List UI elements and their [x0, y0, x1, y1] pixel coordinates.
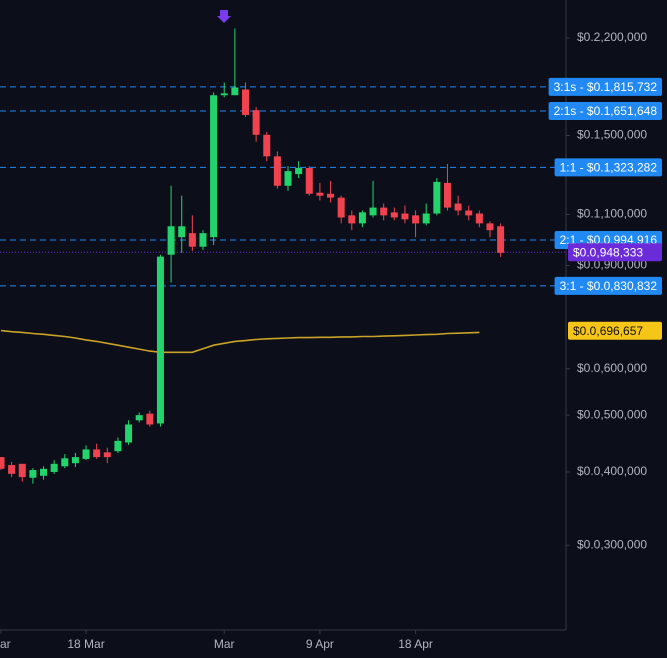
candle-body	[380, 207, 388, 216]
candle-body	[50, 463, 58, 472]
candle-body	[337, 197, 345, 218]
candle-body	[0, 457, 5, 469]
candle-body	[486, 223, 494, 231]
candle-body	[358, 212, 366, 224]
current-price-label-text: $0.0,948,333	[573, 245, 643, 259]
x-tick-label: ar	[0, 637, 11, 651]
candle-body	[316, 192, 324, 196]
level-label-text: 1:1 - $0.1,323,282	[560, 161, 658, 175]
candle-body	[61, 458, 69, 467]
candle-body	[475, 213, 483, 224]
current-price-label: $0.0,948,333	[568, 243, 662, 262]
moving-average-label-box	[568, 321, 662, 340]
candle-body	[327, 193, 335, 198]
y-tick-label: $0.0,300,000	[577, 537, 647, 551]
level-label-text: 3:1s - $0.1,815,732	[554, 80, 658, 94]
moving-average-line	[0, 329, 480, 354]
level-label: 3:1s - $0.1,815,732	[548, 77, 662, 96]
candle-body	[103, 452, 111, 458]
x-tick-label: Mar	[214, 637, 235, 651]
candle-body	[252, 110, 260, 135]
moving-average-label-text: $0.0,696,657	[573, 324, 643, 338]
candle-body	[167, 226, 175, 255]
candle-body	[390, 212, 398, 218]
y-tick-label: $0.1,500,000	[577, 128, 647, 142]
candle-body	[263, 134, 271, 157]
candle-body	[401, 213, 409, 220]
level-label-text: 3:1 - $0.0,830,832	[560, 279, 658, 293]
candle-body	[231, 87, 239, 96]
candle-body	[369, 207, 377, 216]
candle-body	[199, 233, 207, 247]
candle-body	[241, 89, 249, 115]
current-price-label-box	[568, 243, 662, 262]
candle-body	[443, 182, 451, 208]
candle-body	[188, 233, 196, 247]
candle-body	[114, 440, 122, 452]
candle-body	[146, 413, 154, 425]
candle-body	[29, 470, 37, 478]
candle-body	[210, 95, 218, 238]
y-tick-label: $0.0,400,000	[577, 464, 647, 478]
level-label: 1:1 - $0.1,323,282	[554, 158, 662, 177]
candle-body	[220, 93, 228, 96]
candle-body	[135, 415, 143, 421]
candle-body	[93, 449, 101, 458]
candle-body	[454, 203, 462, 211]
level-label: 3:1 - $0.0,830,832	[554, 276, 662, 295]
candle-body	[497, 226, 505, 253]
candle-body	[8, 465, 16, 474]
candle-body	[433, 181, 441, 214]
candle-body	[295, 168, 303, 175]
candle-body	[125, 424, 133, 443]
candle-body	[273, 156, 281, 186]
candle-body	[18, 463, 26, 478]
plot-area	[0, 28, 566, 484]
level-label: 2:1s - $0.1,651,648	[548, 101, 662, 120]
moving-average-label: $0.0,696,657	[568, 321, 662, 340]
y-tick-label: $0.1,100,000	[577, 207, 647, 221]
level-label-box	[554, 158, 662, 177]
level-label-box	[554, 276, 662, 295]
y-tick-label: $0.0,500,000	[577, 407, 647, 421]
y-tick-label: $0.2,200,000	[577, 30, 647, 44]
candle-body	[178, 226, 186, 238]
candle-body	[71, 457, 79, 464]
candle-body	[156, 256, 164, 424]
candle-body	[82, 449, 90, 459]
candle-body	[40, 468, 48, 476]
level-label-text: 2:1s - $0.1,651,648	[554, 104, 658, 118]
signal-arrow	[217, 10, 231, 23]
candle-body	[284, 171, 292, 186]
x-tick-label: 18 Apr	[398, 637, 433, 651]
candle-body	[305, 168, 313, 194]
x-tick-label: 18 Mar	[67, 637, 104, 651]
candle-body	[465, 210, 473, 216]
candle-body	[412, 215, 420, 224]
axis-labels: $0.2,200,000 $0.1,500,000 $0.1,100,000 $0.0…	[0, 30, 662, 651]
candle-body	[348, 215, 356, 224]
x-tick-label: 9 Apr	[306, 637, 334, 651]
y-tick-label: $0.0,600,000	[577, 361, 647, 375]
level-label-box	[548, 77, 662, 96]
candle-body	[422, 213, 430, 224]
level-label-box	[548, 101, 662, 120]
